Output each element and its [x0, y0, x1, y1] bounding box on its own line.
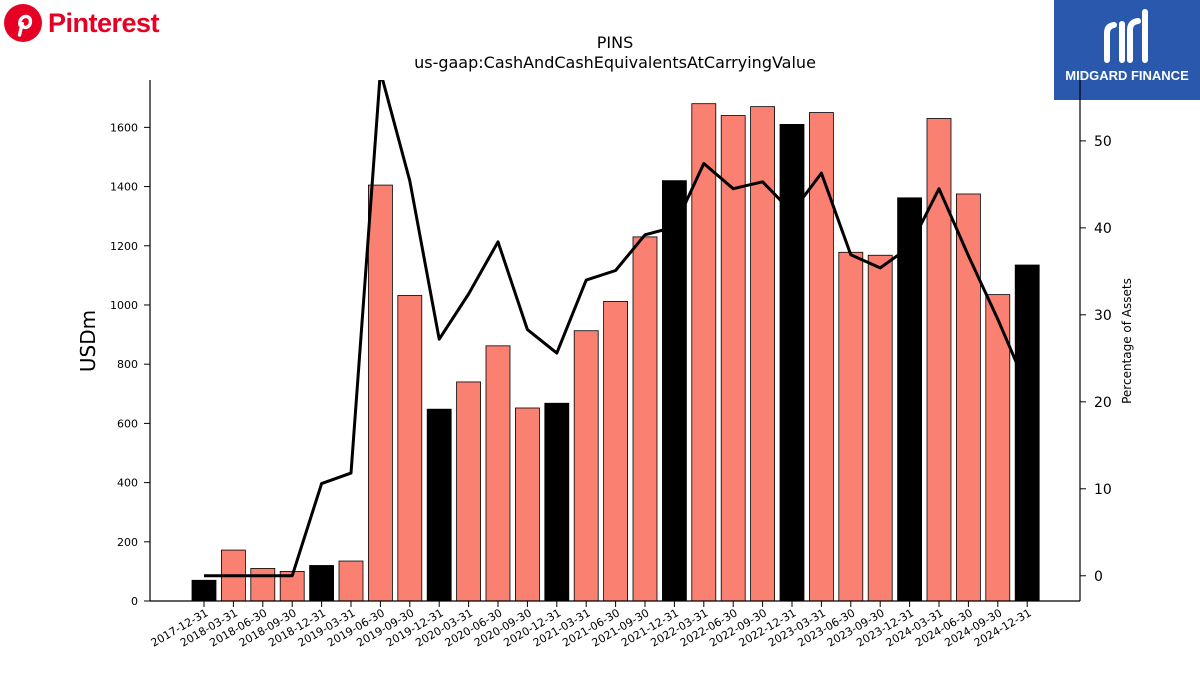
y-tick-label: 1200	[110, 240, 138, 253]
y-tick-label: 1600	[110, 121, 138, 134]
bar	[485, 345, 511, 602]
y-tick-label: 200	[117, 536, 138, 549]
chart-title: PINS	[597, 33, 634, 52]
y2-tick-label: 30	[1094, 308, 1112, 324]
bar	[985, 294, 1011, 602]
chart-subtitle: us-gaap:CashAndCashEquivalentsAtCarrying…	[414, 53, 816, 72]
pinterest-p-icon	[4, 4, 42, 42]
y2-tick-label: 50	[1094, 134, 1112, 150]
bar	[456, 381, 482, 602]
pinterest-wordmark: Pinterest	[48, 7, 160, 38]
bar	[367, 184, 393, 602]
bar	[867, 254, 893, 602]
bar	[309, 565, 335, 602]
bar	[956, 193, 981, 602]
y2-tick-label: 0	[1094, 569, 1103, 585]
bar	[897, 197, 922, 602]
bar	[662, 180, 687, 602]
y2-tick-label: 20	[1094, 395, 1112, 411]
bar	[838, 251, 864, 602]
bar	[338, 560, 364, 602]
bar	[632, 236, 658, 602]
y-tick-label: 1000	[110, 299, 138, 312]
midgard-finance-logo: MIDGARD FINANCE	[1054, 0, 1200, 100]
bar	[1014, 264, 1040, 602]
percentage-line-series	[204, 80, 1029, 578]
bar	[250, 568, 276, 602]
bar	[426, 408, 452, 602]
y-tick-label: 600	[117, 417, 138, 430]
y-tick-label: 0	[131, 595, 138, 608]
y-axis-label: USDm	[76, 310, 100, 372]
bar	[573, 330, 599, 602]
bar	[926, 118, 952, 602]
bar	[397, 295, 423, 602]
bar	[691, 103, 717, 602]
bar	[603, 301, 628, 602]
y2-tick-label: 10	[1094, 482, 1112, 498]
pinterest-logo: Pinterest	[4, 4, 160, 42]
percentage-line	[204, 80, 1029, 578]
y2-tick-label: 40	[1094, 221, 1112, 237]
y-tick-label: 1400	[110, 181, 138, 194]
bar	[720, 115, 746, 602]
bar	[191, 579, 217, 602]
midgard-m-icon	[1104, 9, 1148, 63]
bar	[544, 402, 570, 602]
bar	[515, 407, 540, 602]
y2-axis-label: Percentage of Assets	[1120, 278, 1134, 404]
y-tick-label: 800	[117, 358, 138, 371]
bar	[779, 124, 805, 602]
bar-series	[191, 103, 1040, 602]
midgard-wordmark: MIDGARD FINANCE	[1065, 68, 1189, 83]
y-tick-label: 400	[117, 477, 138, 490]
